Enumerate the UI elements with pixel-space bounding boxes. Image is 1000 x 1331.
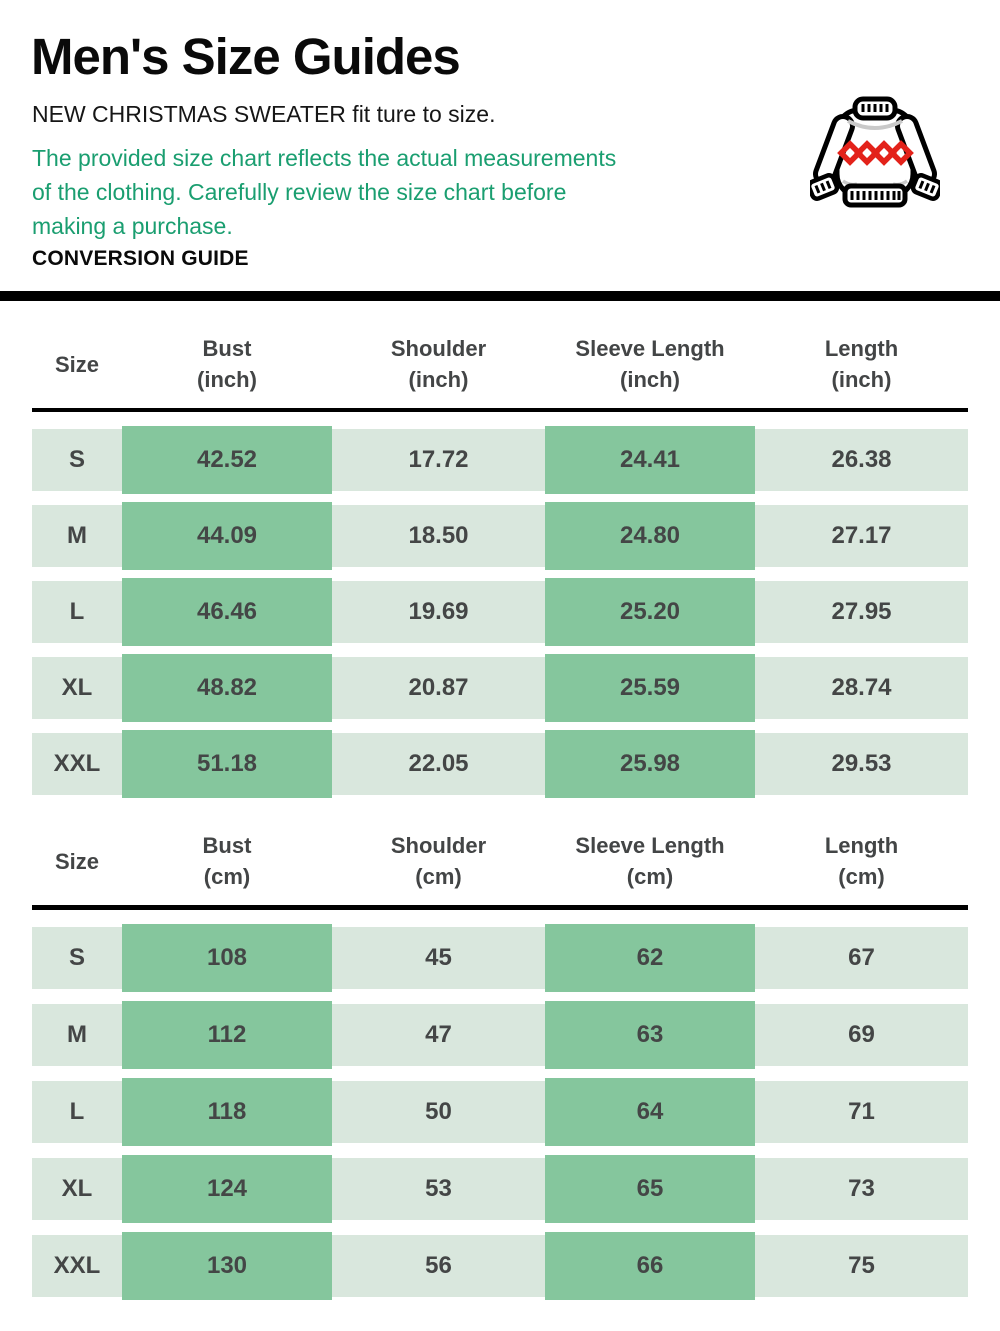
table-header-row: Size Bust (inch) Shoulder (inch) Sleeve Lengt…	[32, 332, 968, 396]
table-header-row: Size Bust (cm) Shoulder (cm) Sleeve Length (cm…	[32, 829, 968, 893]
table-body: S 108 45 62 67 M 112 47 63 69 L 118 50 64 71 XL 124 53 65 7…	[32, 924, 968, 1300]
measurement-cell: 69	[755, 1004, 968, 1066]
measurement-cell: 64	[545, 1078, 755, 1146]
column-header: Shoulder (cm)	[390, 833, 487, 889]
measurement-cell: 56	[332, 1235, 545, 1297]
column-header: Sleeve Length (inch)	[575, 336, 725, 392]
size-label: XL	[32, 1158, 122, 1220]
measurement-cell: 47	[332, 1004, 545, 1066]
measurement-cell: 18.50	[332, 505, 545, 567]
table-row-xxl: XXL 51.18 22.05 25.98 29.53	[32, 730, 968, 798]
size-label: XXL	[32, 733, 122, 795]
measurement-cell: 19.69	[332, 581, 545, 643]
table-row-l: L 118 50 64 71	[32, 1078, 968, 1146]
note-line: The provided size chart reflects the act…	[32, 145, 617, 171]
column-header: Shoulder (inch)	[390, 336, 487, 392]
page-title: Men's Size Guides	[31, 28, 461, 85]
measurement-cell: 75	[755, 1235, 968, 1297]
table-body: S 42.52 17.72 24.41 26.38 M 44.09 18.50 24.80 27.…	[32, 426, 968, 798]
measurement-cell: 26.38	[755, 429, 968, 491]
measurement-cell: 45	[332, 927, 545, 989]
cuff-right	[910, 173, 940, 201]
size-label: XXL	[32, 1235, 122, 1297]
measurement-cell: 66	[545, 1232, 755, 1300]
size-chart-note: The provided size chart reflects the act…	[32, 141, 616, 243]
table-row-s: S 42.52 17.72 24.41 26.38	[32, 426, 968, 494]
measurement-cell: 20.87	[332, 657, 545, 719]
column-header: Bust (inch)	[197, 336, 257, 392]
size-label: L	[32, 1081, 122, 1143]
header-underline	[32, 408, 968, 412]
column-header: Bust (cm)	[202, 833, 252, 889]
column-header: Length (cm)	[824, 833, 899, 889]
measurement-cell: 51.18	[122, 730, 332, 798]
measurement-cell: 17.72	[332, 429, 545, 491]
size-label: M	[32, 505, 122, 567]
table-row-xl: XL 48.82 20.87 25.59 28.74	[32, 654, 968, 722]
measurement-cell: 124	[122, 1155, 332, 1223]
measurement-cell: 25.20	[545, 578, 755, 646]
size-label: XL	[32, 657, 122, 719]
measurement-cell: 28.74	[755, 657, 968, 719]
measurement-cell: 42.52	[122, 426, 332, 494]
subtitle: NEW CHRISTMAS SWEATER fit ture to size.	[32, 101, 496, 127]
measurement-cell: 118	[122, 1078, 332, 1146]
measurement-cell: 73	[755, 1158, 968, 1220]
measurement-cell: 130	[122, 1232, 332, 1300]
measurement-cell: 24.80	[545, 502, 755, 570]
measurement-cell: 46.46	[122, 578, 332, 646]
measurement-cell: 22.05	[332, 733, 545, 795]
measurement-cell: 48.82	[122, 654, 332, 722]
size-label: M	[32, 1004, 122, 1066]
measurement-cell: 27.95	[755, 581, 968, 643]
christmas-sweater-icon	[810, 96, 940, 208]
table-row-m: M 112 47 63 69	[32, 1001, 968, 1069]
measurement-cell: 44.09	[122, 502, 332, 570]
cuff-left	[810, 173, 840, 201]
measurement-cell: 25.98	[545, 730, 755, 798]
measurement-cell: 67	[755, 927, 968, 989]
note-line: of the clothing. Carefully review the si…	[32, 179, 567, 205]
size-label: L	[32, 581, 122, 643]
measurement-cell: 24.41	[545, 426, 755, 494]
measurement-cell: 53	[332, 1158, 545, 1220]
diamond-pattern	[837, 140, 914, 166]
table-row-m: M 44.09 18.50 24.80 27.17	[32, 502, 968, 570]
size-table-inch: Size Bust (inch) Shoulder (inch) Sleeve Lengt…	[32, 332, 968, 809]
measurement-cell: 62	[545, 924, 755, 992]
header-underline	[32, 905, 968, 910]
table-row-xxl: XXL 130 56 66 75	[32, 1232, 968, 1300]
note-line: making a purchase.	[32, 213, 233, 239]
size-label: S	[32, 927, 122, 989]
column-header: Size	[54, 351, 100, 377]
measurement-cell: 27.17	[755, 505, 968, 567]
column-header: Size	[54, 848, 100, 874]
measurement-cell: 108	[122, 924, 332, 992]
table-row-xl: XL 124 53 65 73	[32, 1155, 968, 1223]
measurement-cell: 29.53	[755, 733, 968, 795]
measurement-cell: 112	[122, 1001, 332, 1069]
thick-divider	[0, 291, 1000, 301]
size-table-cm: Size Bust (cm) Shoulder (cm) Sleeve Length (cm…	[32, 829, 968, 1312]
measurement-cell: 71	[755, 1081, 968, 1143]
measurement-cell: 50	[332, 1081, 545, 1143]
measurement-cell: 65	[545, 1155, 755, 1223]
size-label: S	[32, 429, 122, 491]
table-row-l: L 46.46 19.69 25.20 27.95	[32, 578, 968, 646]
column-header: Sleeve Length (cm)	[575, 833, 725, 889]
conversion-guide-label: CONVERSION GUIDE	[32, 247, 249, 270]
measurement-cell: 25.59	[545, 654, 755, 722]
measurement-cell: 63	[545, 1001, 755, 1069]
table-row-s: S 108 45 62 67	[32, 924, 968, 992]
column-header: Length (inch)	[824, 336, 899, 392]
